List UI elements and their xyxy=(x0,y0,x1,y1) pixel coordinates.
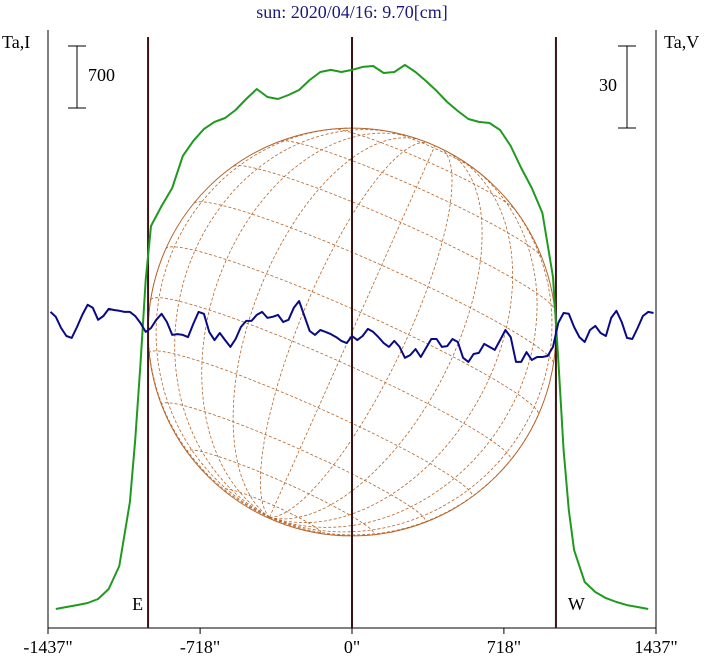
grid-curve xyxy=(269,155,513,523)
grid-curve xyxy=(269,193,553,533)
solar-disk xyxy=(147,127,557,537)
y2-axis-label: Ta,V xyxy=(664,32,699,52)
data-line xyxy=(55,63,649,610)
x-tick-label: 1437" xyxy=(634,637,677,657)
grid-curve xyxy=(201,132,414,518)
grid-curve xyxy=(233,165,555,310)
grid-curve xyxy=(333,128,516,211)
grid-curve xyxy=(165,246,539,415)
grid-curve xyxy=(259,141,428,518)
limb-label: E xyxy=(132,594,143,614)
data-line xyxy=(49,300,654,363)
grid-curve xyxy=(161,402,426,524)
grid-curve xyxy=(388,131,477,171)
grid-curve xyxy=(269,145,436,518)
grid-curve xyxy=(232,137,421,518)
grid-curve xyxy=(269,152,483,520)
x-tick-label: -1437" xyxy=(23,637,72,657)
grid-curve xyxy=(174,129,401,518)
grid-curve xyxy=(150,297,512,461)
x-tick-label: 718" xyxy=(487,637,521,657)
grid-curve xyxy=(281,140,542,258)
y-axis-label: Ta,I xyxy=(2,32,30,52)
scale-label: 700 xyxy=(88,65,115,85)
grid-curve xyxy=(269,163,538,528)
grid-curve xyxy=(193,201,554,364)
grid-curve xyxy=(155,127,356,518)
grid-curve xyxy=(186,449,375,536)
limb-label: W xyxy=(568,594,585,614)
grid-curve xyxy=(269,149,453,518)
grid-curve xyxy=(223,488,322,534)
grid-curve xyxy=(148,350,473,498)
x-tick-label: 0" xyxy=(344,637,360,657)
scale-label: 30 xyxy=(599,75,617,95)
chart-title: sun: 2020/04/16: 9.70[cm] xyxy=(256,2,448,22)
x-tick-label: -718" xyxy=(180,637,220,657)
